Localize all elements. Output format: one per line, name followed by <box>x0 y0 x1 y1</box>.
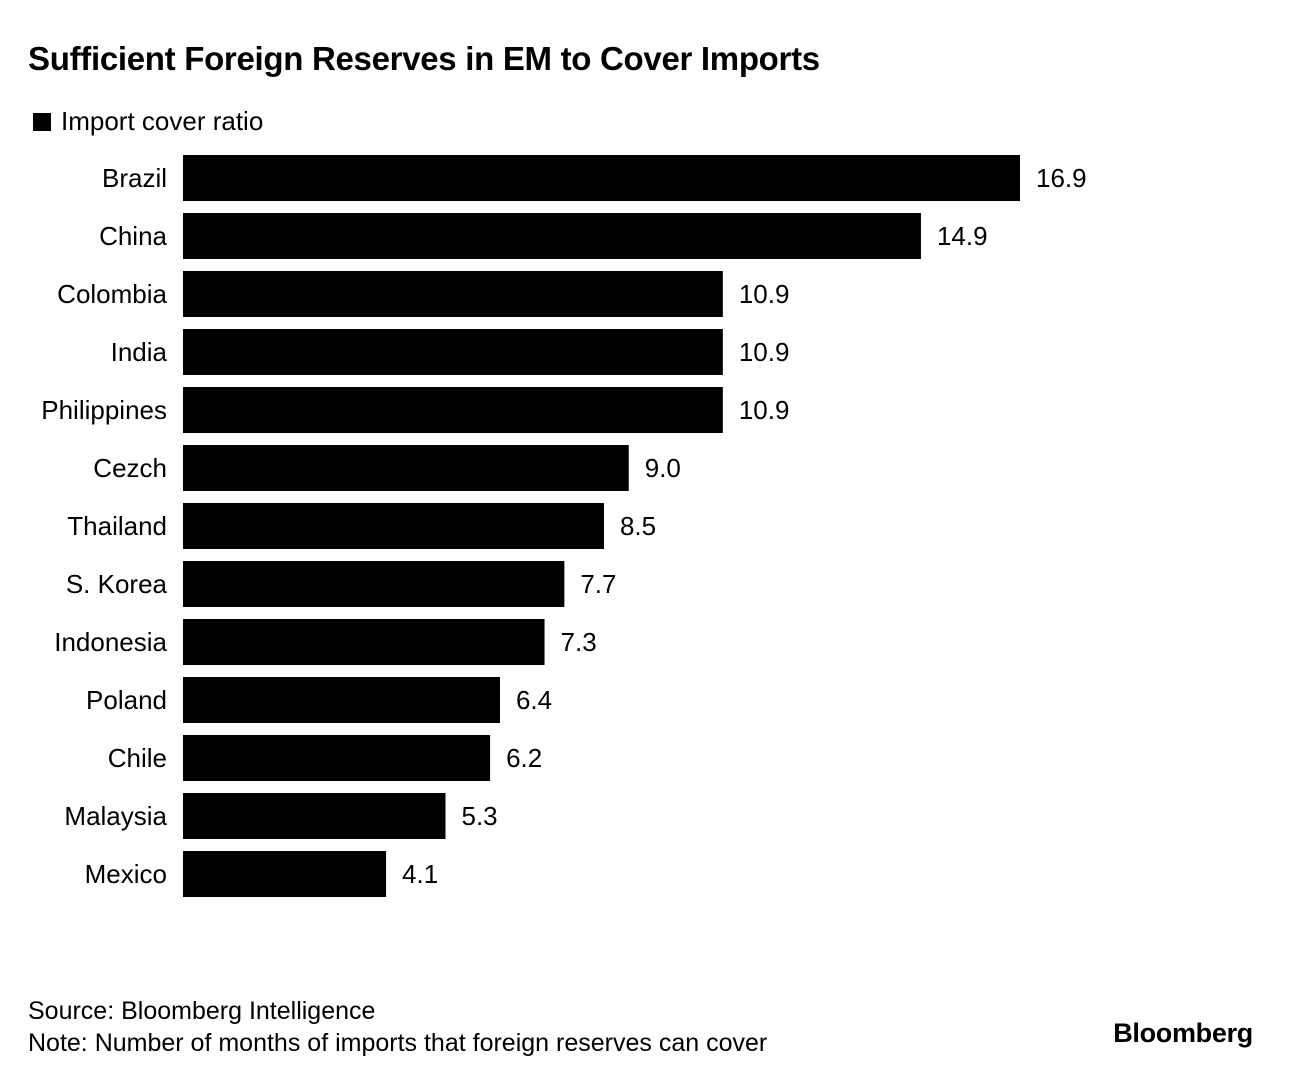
category-label-brazil: Brazil <box>102 163 167 193</box>
category-label-mexico: Mexico <box>85 859 167 889</box>
value-label-mexico: 4.1 <box>402 859 438 889</box>
value-label-chile: 6.2 <box>506 743 542 773</box>
legend: Import cover ratio <box>33 106 263 137</box>
value-label-philippines: 10.9 <box>739 395 790 425</box>
value-label-china: 14.9 <box>937 221 988 251</box>
category-label-poland: Poland <box>86 685 167 715</box>
bar-china <box>183 213 921 259</box>
category-label-india: India <box>111 337 168 367</box>
value-label-poland: 6.4 <box>516 685 552 715</box>
legend-label: Import cover ratio <box>61 106 264 136</box>
legend-swatch <box>33 112 51 131</box>
bar-indonesia <box>183 619 545 665</box>
bar-brazil <box>183 155 1020 201</box>
bar-colombia <box>183 271 723 317</box>
bar-s-korea <box>183 561 565 607</box>
category-label-s-korea: S. Korea <box>66 569 168 599</box>
category-label-indonesia: Indonesia <box>54 627 167 657</box>
footnote: Note: Number of months of imports that f… <box>28 1029 768 1057</box>
bar-poland <box>183 677 500 723</box>
category-label-philippines: Philippines <box>41 395 167 425</box>
bar-philippines <box>183 387 723 433</box>
value-label-india: 10.9 <box>739 337 790 367</box>
value-label-thailand: 8.5 <box>620 511 656 541</box>
value-label-indonesia: 7.3 <box>561 627 597 657</box>
value-label-s-korea: 7.7 <box>580 569 616 599</box>
category-label-cezch: Cezch <box>93 453 167 483</box>
bar-mexico <box>183 851 387 897</box>
category-label-malaysia: Malaysia <box>64 801 167 831</box>
chart-footer: Source: Bloomberg Intelligence Note: Num… <box>28 995 767 1059</box>
value-label-cezch: 9.0 <box>645 453 681 483</box>
bar-thailand <box>183 503 604 549</box>
category-label-chile: Chile <box>108 743 167 773</box>
bar-india <box>183 329 723 375</box>
bar-malaysia <box>183 793 446 839</box>
value-label-brazil: 16.9 <box>1036 163 1087 193</box>
bloomberg-logo: Bloomberg <box>1113 1018 1253 1048</box>
source-note: Source: Bloomberg Intelligence <box>28 997 376 1025</box>
category-label-thailand: Thailand <box>67 511 167 541</box>
bar-cezch <box>183 445 629 491</box>
value-label-colombia: 10.9 <box>739 279 790 309</box>
chart-title: Sufficient Foreign Reserves in EM to Cov… <box>28 40 820 77</box>
category-label-colombia: Colombia <box>57 279 167 309</box>
bar-chile <box>183 735 491 781</box>
value-label-malaysia: 5.3 <box>461 801 497 831</box>
category-label-china: China <box>99 221 167 251</box>
